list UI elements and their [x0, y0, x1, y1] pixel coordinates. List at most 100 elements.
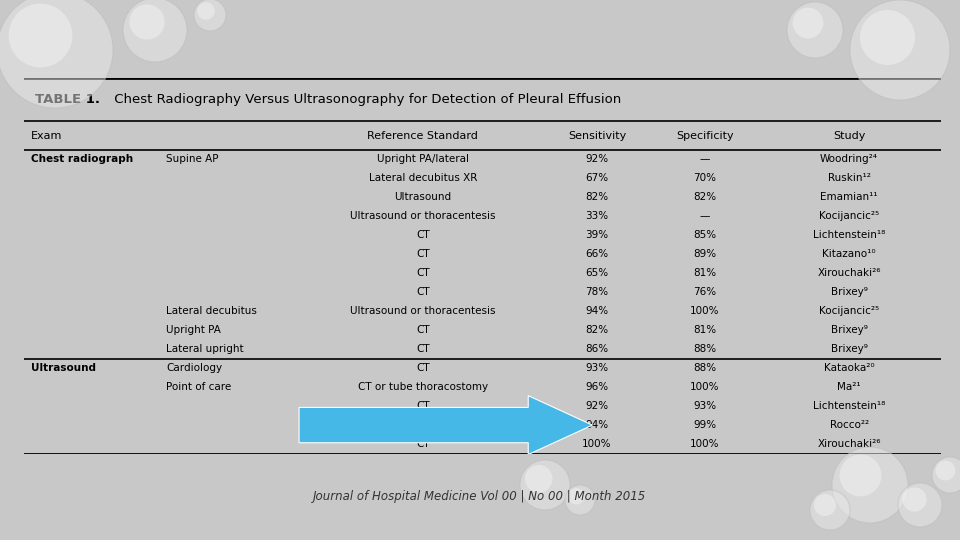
Text: 70%: 70% [693, 173, 716, 183]
Text: 39%: 39% [586, 230, 609, 240]
Text: 81%: 81% [693, 268, 716, 278]
Text: 93%: 93% [586, 363, 609, 373]
Text: 100%: 100% [690, 439, 719, 449]
Text: 100%: 100% [583, 439, 612, 449]
Text: Ultrasound: Ultrasound [395, 192, 451, 202]
Text: Xirouchaki²⁶: Xirouchaki²⁶ [817, 439, 881, 449]
Text: Rocco²²: Rocco²² [829, 420, 869, 430]
Circle shape [520, 460, 570, 510]
Text: Reference Standard: Reference Standard [368, 131, 478, 140]
Text: Kitazano¹⁰: Kitazano¹⁰ [823, 249, 876, 259]
Text: 66%: 66% [586, 249, 609, 259]
Text: Emamian¹¹: Emamian¹¹ [820, 192, 878, 202]
Text: —: — [700, 154, 709, 164]
Text: Supine AP: Supine AP [166, 154, 219, 164]
Text: 86%: 86% [586, 344, 609, 354]
Text: —: — [700, 211, 709, 221]
Text: Ultrasound: Ultrasound [32, 363, 96, 373]
Text: 78%: 78% [586, 287, 609, 297]
Text: Brixey⁹: Brixey⁹ [830, 344, 868, 354]
Text: 96%: 96% [586, 382, 609, 392]
Text: 92%: 92% [586, 401, 609, 411]
Text: Lichtenstein¹⁸: Lichtenstein¹⁸ [813, 401, 885, 411]
Text: 100%: 100% [690, 382, 719, 392]
Circle shape [898, 483, 942, 527]
Circle shape [932, 457, 960, 493]
Text: 89%: 89% [693, 249, 716, 259]
Text: CT: CT [416, 439, 430, 449]
Circle shape [860, 10, 915, 65]
Circle shape [850, 0, 950, 100]
Text: CT: CT [416, 268, 430, 278]
Text: 88%: 88% [693, 344, 716, 354]
Text: Specificity: Specificity [676, 131, 733, 140]
Text: CT: CT [416, 401, 430, 411]
Text: 82%: 82% [693, 192, 716, 202]
Circle shape [123, 0, 187, 62]
Text: Upright PA: Upright PA [166, 325, 221, 335]
Text: 85%: 85% [693, 230, 716, 240]
Circle shape [793, 8, 824, 38]
Text: TABLE 1.: TABLE 1. [35, 93, 100, 106]
Circle shape [840, 455, 881, 496]
Text: Ma²¹: Ma²¹ [837, 382, 861, 392]
Text: Xirouchaki²⁶: Xirouchaki²⁶ [817, 268, 881, 278]
Circle shape [194, 0, 226, 31]
Text: Kocijancic²⁵: Kocijancic²⁵ [819, 211, 879, 221]
Text: Ultrasound or thoracentesis: Ultrasound or thoracentesis [350, 211, 495, 221]
Text: Lateral decubitus XR: Lateral decubitus XR [369, 173, 477, 183]
Text: 100%: 100% [690, 306, 719, 316]
Text: 82%: 82% [586, 325, 609, 335]
Text: CT: CT [416, 420, 430, 430]
Circle shape [902, 488, 926, 511]
Text: 81%: 81% [693, 325, 716, 335]
Text: Cardiology: Cardiology [166, 363, 222, 373]
Text: Lichtenstein¹⁸: Lichtenstein¹⁸ [813, 230, 885, 240]
Circle shape [787, 2, 843, 58]
Text: Exam: Exam [32, 131, 62, 140]
Text: Brixey⁹: Brixey⁹ [830, 287, 868, 297]
Text: Lateral decubitus: Lateral decubitus [166, 306, 257, 316]
Circle shape [832, 447, 908, 523]
Text: Lateral upright: Lateral upright [166, 344, 244, 354]
Circle shape [936, 461, 955, 481]
Text: CT: CT [416, 249, 430, 259]
Text: Upright PA/lateral: Upright PA/lateral [377, 154, 468, 164]
Circle shape [565, 485, 595, 515]
Polygon shape [299, 396, 592, 455]
Circle shape [197, 2, 215, 20]
Text: Ruskin¹²: Ruskin¹² [828, 173, 871, 183]
Text: CT: CT [416, 325, 430, 335]
Text: 82%: 82% [586, 192, 609, 202]
Text: CT or tube thoracostomy: CT or tube thoracostomy [358, 382, 488, 392]
Text: Kocijancic²⁵: Kocijancic²⁵ [819, 306, 879, 316]
Circle shape [9, 4, 72, 68]
Text: CT: CT [416, 363, 430, 373]
Circle shape [814, 494, 836, 516]
Text: Ultrasound or thoracentesis: Ultrasound or thoracentesis [350, 306, 495, 316]
Text: CT: CT [416, 344, 430, 354]
Text: 33%: 33% [586, 211, 609, 221]
Text: Chest Radiography Versus Ultrasonography for Detection of Pleural Effusion: Chest Radiography Versus Ultrasonography… [110, 93, 621, 106]
Text: 93%: 93% [693, 401, 716, 411]
Text: 88%: 88% [693, 363, 716, 373]
Text: 76%: 76% [693, 287, 716, 297]
Circle shape [130, 4, 164, 39]
Text: Brixey⁹: Brixey⁹ [830, 325, 868, 335]
Text: 94%: 94% [586, 306, 609, 316]
Circle shape [0, 0, 113, 108]
Text: Point of care: Point of care [166, 382, 231, 392]
Text: Study: Study [833, 131, 865, 140]
Circle shape [525, 465, 553, 492]
Circle shape [810, 490, 850, 530]
Text: Chest radiograph: Chest radiograph [32, 154, 133, 164]
Text: 67%: 67% [586, 173, 609, 183]
Text: 65%: 65% [586, 268, 609, 278]
Text: Kataoka²⁰: Kataoka²⁰ [824, 363, 875, 373]
Text: Journal of Hospital Medicine Vol 00 | No 00 | Month 2015: Journal of Hospital Medicine Vol 00 | No… [313, 490, 647, 503]
Text: 92%: 92% [586, 154, 609, 164]
Circle shape [568, 488, 585, 504]
Text: 94%: 94% [586, 420, 609, 430]
Text: 99%: 99% [693, 420, 716, 430]
Text: CT: CT [416, 230, 430, 240]
